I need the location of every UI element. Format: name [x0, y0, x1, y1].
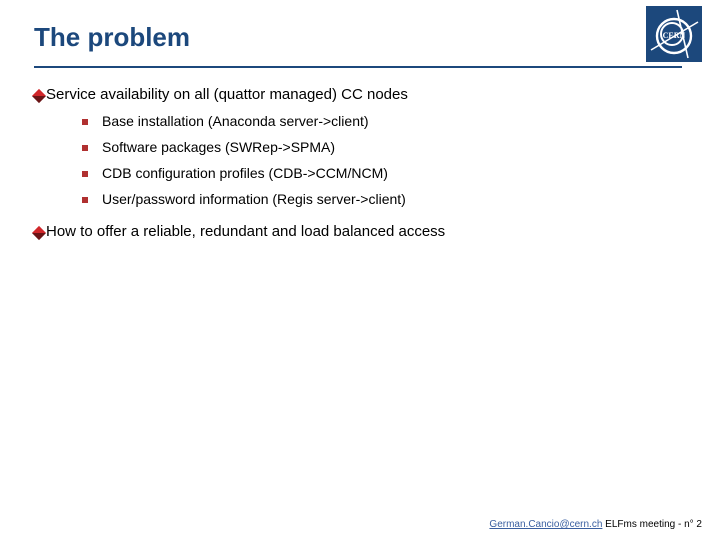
square-bullet-icon	[82, 171, 88, 177]
bullet-level2: Base installation (Anaconda server->clie…	[82, 113, 674, 129]
footer: German.Cancio@cern.ch ELFms meeting - n°…	[489, 519, 702, 530]
diamond-bullet-icon	[32, 226, 46, 240]
bullet-level2: User/password information (Regis server-…	[82, 191, 674, 207]
bullet-text: User/password information (Regis server-…	[102, 191, 406, 207]
bullet-level2: Software packages (SWRep->SPMA)	[82, 139, 674, 155]
bullet-text: Service availability on all (quattor man…	[46, 86, 408, 103]
square-bullet-icon	[82, 145, 88, 151]
bullet-text: CDB configuration profiles (CDB->CCM/NCM…	[102, 165, 388, 181]
square-bullet-icon	[82, 197, 88, 203]
logo-text: CERN	[663, 31, 686, 40]
bullet-text: Software packages (SWRep->SPMA)	[102, 139, 335, 155]
slide-title: The problem	[34, 22, 190, 53]
bullet-level1: How to offer a reliable, redundant and l…	[34, 223, 674, 240]
cern-logo-icon: CERN	[646, 6, 702, 62]
bullet-level2: CDB configuration profiles (CDB->CCM/NCM…	[82, 165, 674, 181]
bullet-text: How to offer a reliable, redundant and l…	[46, 223, 445, 240]
title-underline	[34, 66, 682, 68]
bullet-text: Base installation (Anaconda server->clie…	[102, 113, 369, 129]
footer-text: ELFms meeting - n° 2	[602, 519, 702, 530]
content-area: Service availability on all (quattor man…	[34, 86, 674, 250]
footer-email-link[interactable]: German.Cancio@cern.ch	[489, 519, 602, 530]
bullet-level1: Service availability on all (quattor man…	[34, 86, 674, 103]
square-bullet-icon	[82, 119, 88, 125]
diamond-bullet-icon	[32, 89, 46, 103]
